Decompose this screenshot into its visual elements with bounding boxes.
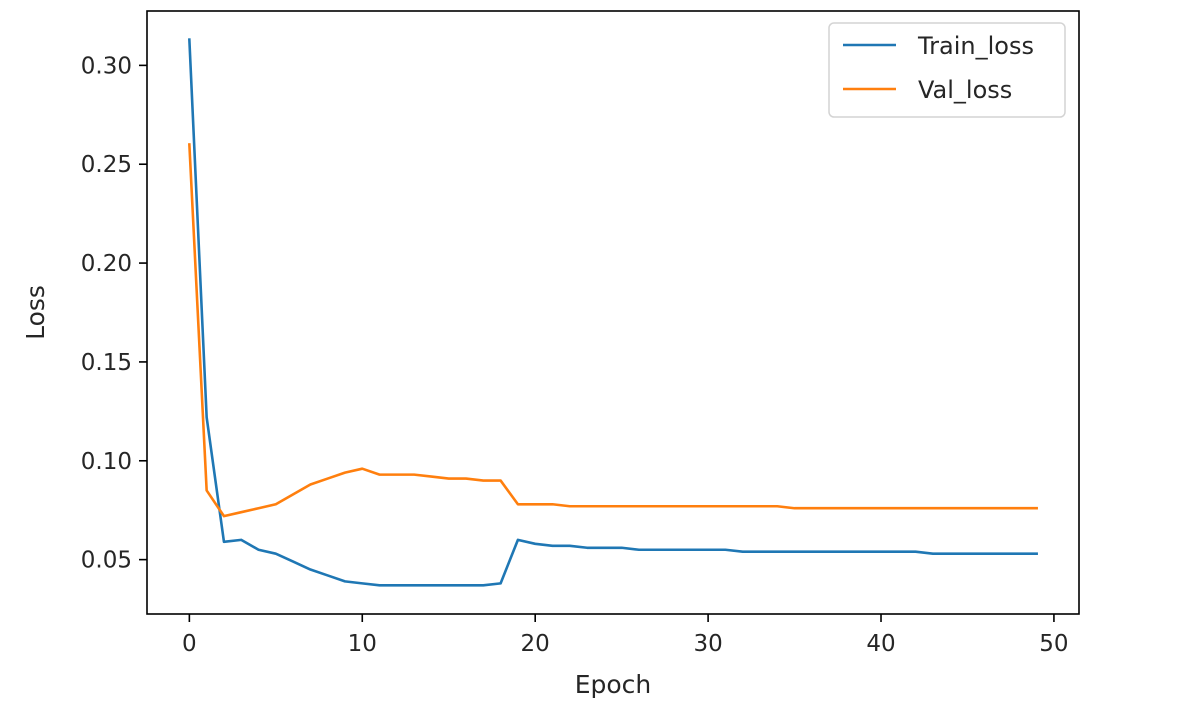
legend-box — [828, 22, 1066, 118]
legend: Train_loss Val_loss — [828, 22, 1066, 118]
y-axis-label: Loss — [21, 285, 50, 340]
legend-label-val-loss: Val_loss — [918, 76, 1012, 104]
x-tick-label: 40 — [866, 631, 895, 657]
y-tick-label: 0.30 — [81, 53, 132, 79]
x-tick-label: 30 — [693, 631, 722, 657]
series-line-train-loss — [188, 38, 1038, 587]
legend-label-train-loss: Train_loss — [917, 32, 1034, 60]
y-tick-label: 0.15 — [81, 350, 132, 376]
x-tick-label: 20 — [521, 631, 550, 657]
y-tick-label: 0.05 — [81, 548, 132, 574]
y-tick-label: 0.25 — [81, 152, 132, 178]
x-tick-label: 0 — [182, 631, 197, 657]
x-axis-label: Epoch — [575, 670, 652, 699]
axes-layer: 0 10 20 30 40 50 0.05 0.10 0.15 0.20 0.25 0.30 — [81, 10, 1080, 657]
series-layer — [187, 38, 1038, 587]
series-line-val-loss — [187, 143, 1038, 518]
x-tick-label: 50 — [1039, 631, 1068, 657]
plot-frame — [146, 10, 1080, 615]
y-tick-label: 0.20 — [81, 251, 132, 277]
y-tick-label: 0.10 — [81, 449, 132, 475]
x-tick-label: 10 — [348, 631, 377, 657]
